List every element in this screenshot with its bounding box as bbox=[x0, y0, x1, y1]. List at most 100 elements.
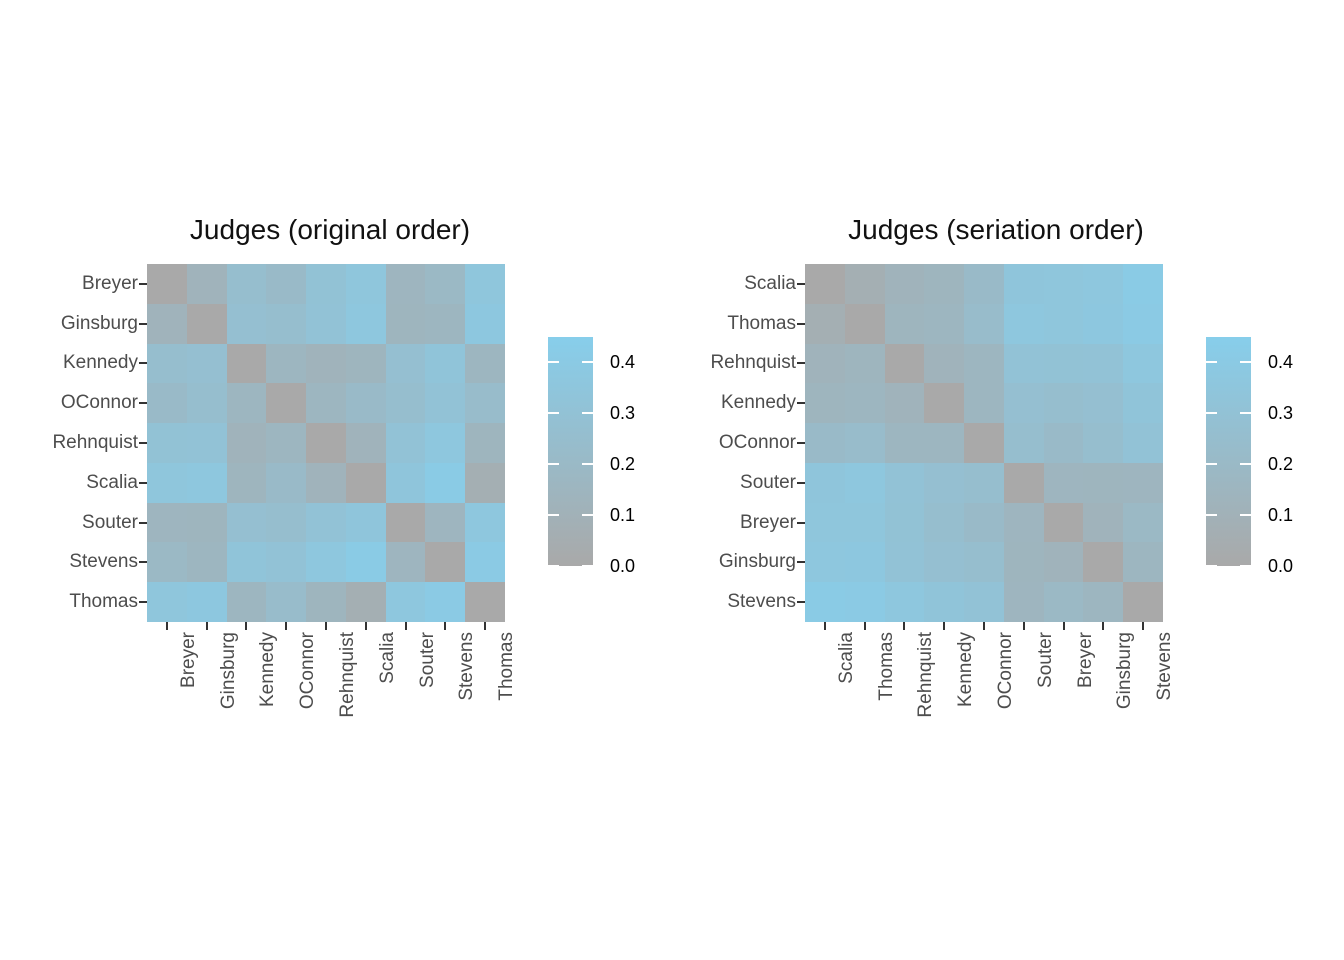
heatmap-cell bbox=[345, 264, 387, 305]
legend-tick-label: 0.3 bbox=[1268, 403, 1294, 424]
legend-tick-mark bbox=[548, 565, 559, 566]
heatmap-cell bbox=[884, 582, 926, 622]
legend-tick-mark bbox=[1206, 514, 1217, 517]
legend-tick-label: 0.4 bbox=[610, 352, 636, 373]
heatmap-cell bbox=[1123, 502, 1163, 544]
heatmap-cell bbox=[425, 383, 467, 425]
heatmap-cell bbox=[1123, 343, 1163, 385]
legend-tick-label: 0.2 bbox=[610, 454, 636, 475]
heatmap-cell bbox=[465, 423, 505, 464]
legend-tick-label: 0.0 bbox=[610, 556, 636, 576]
heatmap-cell bbox=[1083, 303, 1125, 345]
heatmap-cell bbox=[226, 462, 268, 504]
heatmap-cell bbox=[465, 462, 505, 504]
heatmap-cell bbox=[1123, 542, 1163, 584]
heatmap-cell bbox=[924, 582, 966, 622]
heatmap-cell bbox=[1003, 343, 1045, 385]
y-axis-tick bbox=[797, 322, 805, 325]
heatmap-cell bbox=[385, 423, 427, 464]
legend-tick-label: 0.1 bbox=[610, 505, 636, 526]
y-axis-tick bbox=[797, 561, 805, 564]
heatmap-cell bbox=[306, 502, 347, 544]
x-axis-tick bbox=[1142, 622, 1145, 630]
heatmap-cell bbox=[805, 462, 846, 504]
heatmap-cell bbox=[805, 264, 846, 305]
legend-tick-label: 0.2 bbox=[1268, 454, 1294, 475]
x-axis-label: Rehnquist bbox=[337, 632, 358, 718]
heatmap-cell bbox=[147, 462, 188, 504]
heatmap-cell bbox=[1083, 502, 1125, 544]
heatmap-cell bbox=[306, 423, 347, 464]
heatmap-cell bbox=[884, 542, 926, 584]
y-axis-tick bbox=[139, 322, 147, 325]
y-axis-tick bbox=[139, 442, 147, 444]
heatmap-cell bbox=[1003, 264, 1045, 305]
heatmap-cell bbox=[186, 264, 228, 305]
heatmap-cell bbox=[465, 303, 505, 345]
heatmap-cell bbox=[1003, 462, 1045, 504]
heatmap-cell bbox=[1043, 343, 1085, 385]
heatmap-cell bbox=[884, 502, 926, 544]
heatmap-cell bbox=[385, 542, 427, 584]
y-axis-tick bbox=[139, 601, 147, 604]
heatmap-cell bbox=[805, 502, 846, 544]
legend-tick-mark bbox=[1206, 412, 1217, 415]
y-axis-tick bbox=[797, 362, 805, 365]
heatmap-cell bbox=[425, 343, 467, 385]
heatmap-cell bbox=[1043, 542, 1085, 584]
x-axis-label: Kennedy bbox=[257, 632, 279, 708]
heatmap-cell bbox=[465, 264, 505, 305]
y-axis-label: OConnor bbox=[718, 432, 796, 453]
heatmap-cell bbox=[884, 423, 926, 464]
y-axis-tick bbox=[797, 481, 805, 484]
heatmap-cell bbox=[1083, 343, 1125, 385]
heatmap-cell bbox=[884, 343, 926, 385]
heatmap-cell bbox=[844, 502, 886, 544]
x-axis-label: Stevens bbox=[456, 632, 478, 701]
heatmap-cell bbox=[226, 423, 268, 464]
heatmap-cell bbox=[1043, 423, 1085, 464]
heatmap-cell bbox=[266, 542, 308, 584]
y-axis-label: Kennedy bbox=[62, 352, 138, 374]
x-axis-tick bbox=[444, 622, 447, 630]
x-axis-label: Scalia bbox=[835, 632, 857, 684]
x-axis-tick bbox=[285, 622, 288, 630]
heatmap-cell bbox=[1003, 303, 1045, 345]
x-axis-tick bbox=[1102, 622, 1105, 630]
legend-tick-mark bbox=[1240, 463, 1251, 466]
legend-tick-label: 0.3 bbox=[610, 403, 636, 424]
legend-tick-mark bbox=[582, 565, 593, 566]
x-axis-tick bbox=[983, 622, 985, 630]
heatmap-cell bbox=[425, 502, 467, 544]
heatmap-panel bbox=[147, 264, 505, 622]
heatmap-cell bbox=[924, 502, 966, 544]
legend-tick-mark bbox=[1206, 463, 1217, 466]
heatmap-cell bbox=[805, 343, 846, 385]
y-axis-label: OConnor bbox=[60, 392, 138, 414]
heatmap-cell bbox=[186, 502, 228, 544]
heatmap-cell bbox=[465, 502, 505, 544]
heatmap-cell bbox=[1043, 303, 1085, 345]
x-axis-tick bbox=[205, 622, 208, 630]
legend-tick-mark bbox=[548, 463, 559, 466]
y-axis-label: Breyer bbox=[740, 511, 796, 533]
y-axis-tick bbox=[139, 521, 147, 524]
heatmap-cell bbox=[465, 542, 505, 584]
heatmap-cell bbox=[1043, 264, 1085, 305]
heatmap-cell bbox=[425, 582, 467, 622]
heatmap-cell bbox=[884, 303, 926, 345]
x-axis-tick bbox=[863, 622, 866, 630]
x-axis-label: Scalia bbox=[376, 632, 398, 684]
heatmap-cell bbox=[186, 462, 228, 504]
heatmap-cell bbox=[385, 462, 427, 504]
x-axis-label: OConnor bbox=[995, 632, 1016, 710]
y-axis-label: Kennedy bbox=[720, 392, 796, 414]
heatmap-cell bbox=[226, 343, 268, 385]
heatmap-cell bbox=[1083, 542, 1125, 584]
heatmap-cell bbox=[1123, 582, 1163, 622]
heatmap-cell bbox=[385, 343, 427, 385]
heatmap-cell bbox=[1043, 582, 1085, 622]
heatmap-cell bbox=[884, 462, 926, 504]
legend-tick-mark bbox=[582, 361, 593, 364]
